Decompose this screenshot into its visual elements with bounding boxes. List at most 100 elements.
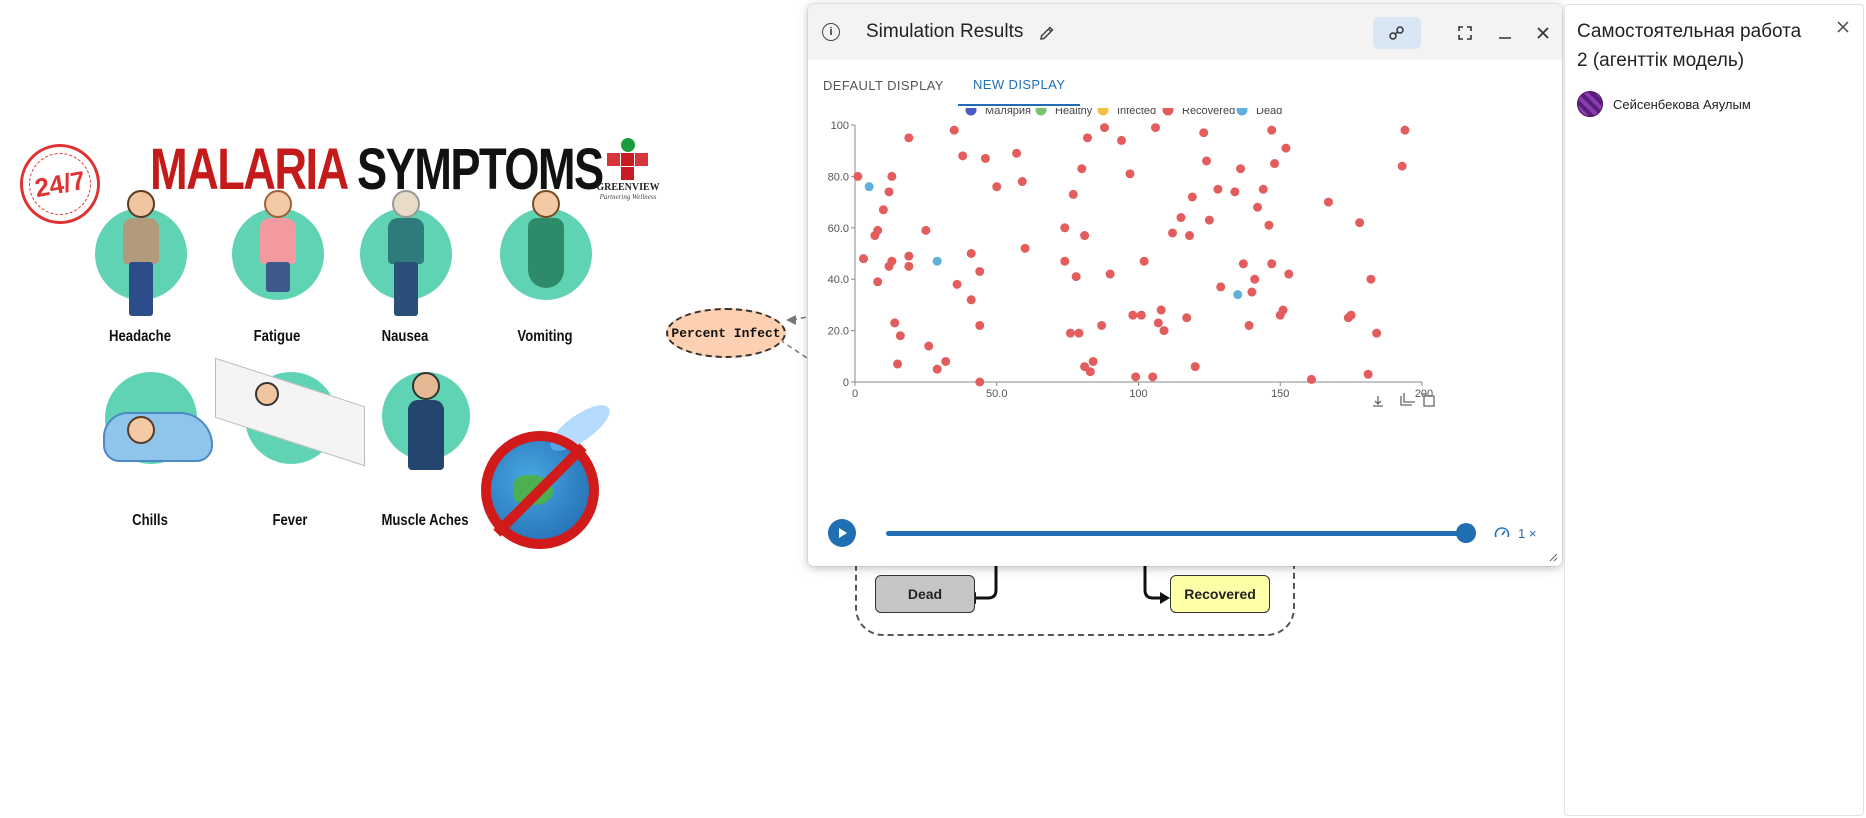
fullscreen-button[interactable] bbox=[1452, 20, 1478, 46]
malaria-symptoms-poster: 24/7 MALARIA SYMPTOMS GREENVIEW Partneri… bbox=[10, 130, 670, 570]
x-tick-label: 50.0 bbox=[986, 388, 1007, 400]
description-panel: Самостоятельная работа 2 (агенттік модел… bbox=[1564, 4, 1864, 816]
speedometer-icon bbox=[1494, 527, 1510, 538]
legend-marker bbox=[1097, 108, 1109, 116]
data-point-recovered bbox=[1230, 187, 1240, 197]
timeline-slider-thumb[interactable] bbox=[1456, 523, 1476, 543]
data-point-recovered bbox=[1060, 256, 1070, 266]
play-button[interactable] bbox=[828, 519, 856, 547]
greenview-logo: GREENVIEW Partnering Wellness bbox=[588, 138, 668, 201]
data-point-recovered bbox=[1247, 287, 1257, 297]
data-point-recovered bbox=[873, 277, 883, 287]
data-point-recovered bbox=[1202, 156, 1212, 166]
data-point-recovered bbox=[1182, 313, 1192, 323]
crop-icon bbox=[1400, 393, 1415, 406]
data-point-recovered bbox=[887, 171, 897, 181]
data-point-recovered bbox=[992, 182, 1002, 192]
model-view-button[interactable] bbox=[1373, 17, 1421, 49]
percent-infect-node[interactable]: Percent Infect bbox=[666, 308, 786, 358]
author-name: Сейсенбекова Аяулым bbox=[1613, 96, 1751, 112]
data-point-recovered bbox=[1199, 128, 1209, 138]
data-point-recovered bbox=[1097, 320, 1107, 330]
data-point-recovered bbox=[853, 171, 863, 181]
restore-icon bbox=[1422, 393, 1435, 407]
data-point-recovered bbox=[1306, 374, 1316, 384]
y-tick-label: 100 bbox=[831, 120, 849, 132]
panel-close-button[interactable] bbox=[1833, 17, 1853, 37]
data-point-recovered bbox=[980, 153, 990, 163]
close-button[interactable] bbox=[1530, 20, 1556, 46]
data-point-recovered bbox=[884, 187, 894, 197]
data-point-recovered bbox=[1153, 318, 1163, 328]
speed-control[interactable]: 1 × bbox=[1494, 523, 1536, 543]
data-point-recovered bbox=[1071, 272, 1081, 282]
legend-label: Infected bbox=[1117, 108, 1156, 117]
data-point-recovered bbox=[1372, 328, 1382, 338]
data-point-recovered bbox=[1278, 305, 1288, 315]
data-point-recovered bbox=[1213, 184, 1223, 194]
info-icon[interactable]: i bbox=[822, 23, 840, 41]
data-point-recovered bbox=[1238, 259, 1248, 269]
data-point-recovered bbox=[890, 318, 900, 328]
window-header: i Simulation Results bbox=[808, 4, 1562, 60]
data-point-recovered bbox=[1156, 305, 1166, 315]
data-point-recovered bbox=[958, 151, 968, 161]
data-point-recovered bbox=[859, 254, 869, 264]
data-point-recovered bbox=[1366, 274, 1376, 284]
data-point-recovered bbox=[878, 205, 888, 215]
legend-label: Healthy bbox=[1055, 108, 1093, 117]
data-point-recovered bbox=[952, 279, 962, 289]
legend-marker bbox=[1162, 108, 1174, 116]
y-tick-label: 0 bbox=[843, 377, 849, 389]
recovered-node[interactable]: Recovered bbox=[1170, 575, 1270, 613]
data-point-recovered bbox=[921, 225, 931, 235]
symptom-fatigue: Fatigue bbox=[212, 180, 342, 350]
resize-handle-icon[interactable] bbox=[1548, 552, 1558, 562]
timeline-slider[interactable] bbox=[886, 531, 1466, 536]
speed-label: 1 × bbox=[1518, 525, 1537, 541]
data-point-recovered bbox=[924, 341, 934, 351]
symptom-muscle-aches: Muscle Aches bbox=[360, 362, 490, 532]
data-point-recovered bbox=[1131, 372, 1141, 382]
data-point-recovered bbox=[1159, 326, 1169, 336]
play-icon bbox=[839, 528, 847, 538]
dead-node[interactable]: Dead bbox=[875, 575, 975, 613]
data-point-recovered bbox=[1148, 372, 1158, 382]
legend-marker bbox=[1035, 108, 1047, 116]
data-point-recovered bbox=[904, 261, 914, 271]
data-point-recovered bbox=[1082, 133, 1092, 143]
data-point-recovered bbox=[1080, 231, 1090, 241]
data-point-recovered bbox=[1190, 362, 1200, 372]
close-icon bbox=[1837, 21, 1849, 33]
minimize-icon bbox=[1499, 37, 1511, 39]
data-point-dead bbox=[1233, 290, 1243, 300]
data-point-recovered bbox=[975, 377, 985, 387]
data-point-recovered bbox=[1125, 169, 1135, 179]
data-point-recovered bbox=[1136, 310, 1146, 320]
display-tabs: DEFAULT DISPLAY NEW DISPLAY bbox=[808, 64, 1562, 108]
data-point-recovered bbox=[887, 256, 897, 266]
symptom-headache: Headache bbox=[75, 180, 205, 350]
data-point-recovered bbox=[1355, 218, 1365, 228]
data-point-recovered bbox=[1074, 328, 1084, 338]
minimize-button[interactable] bbox=[1492, 20, 1518, 46]
symptom-nausea: Nausea bbox=[340, 180, 470, 350]
legend-label: Dead bbox=[1256, 108, 1282, 117]
data-point-recovered bbox=[1250, 274, 1260, 284]
data-point-recovered bbox=[893, 359, 903, 369]
symptom-chills: Chills bbox=[85, 362, 215, 532]
data-point-recovered bbox=[1176, 213, 1186, 223]
diagram-group-outline bbox=[855, 540, 1295, 636]
legend-marker bbox=[965, 108, 977, 116]
data-point-recovered bbox=[1105, 269, 1115, 279]
nodes-icon bbox=[1389, 26, 1404, 40]
data-point-recovered bbox=[1267, 259, 1277, 269]
edit-pencil-icon[interactable] bbox=[1038, 24, 1056, 42]
tab-new-display[interactable]: NEW DISPLAY bbox=[958, 64, 1081, 106]
data-point-recovered bbox=[932, 364, 942, 374]
data-point-recovered bbox=[1284, 269, 1294, 279]
tab-default-display[interactable]: DEFAULT DISPLAY bbox=[823, 77, 944, 93]
data-point-recovered bbox=[1397, 161, 1407, 171]
author-row[interactable]: Сейсенбекова Аяулым bbox=[1577, 91, 1751, 117]
